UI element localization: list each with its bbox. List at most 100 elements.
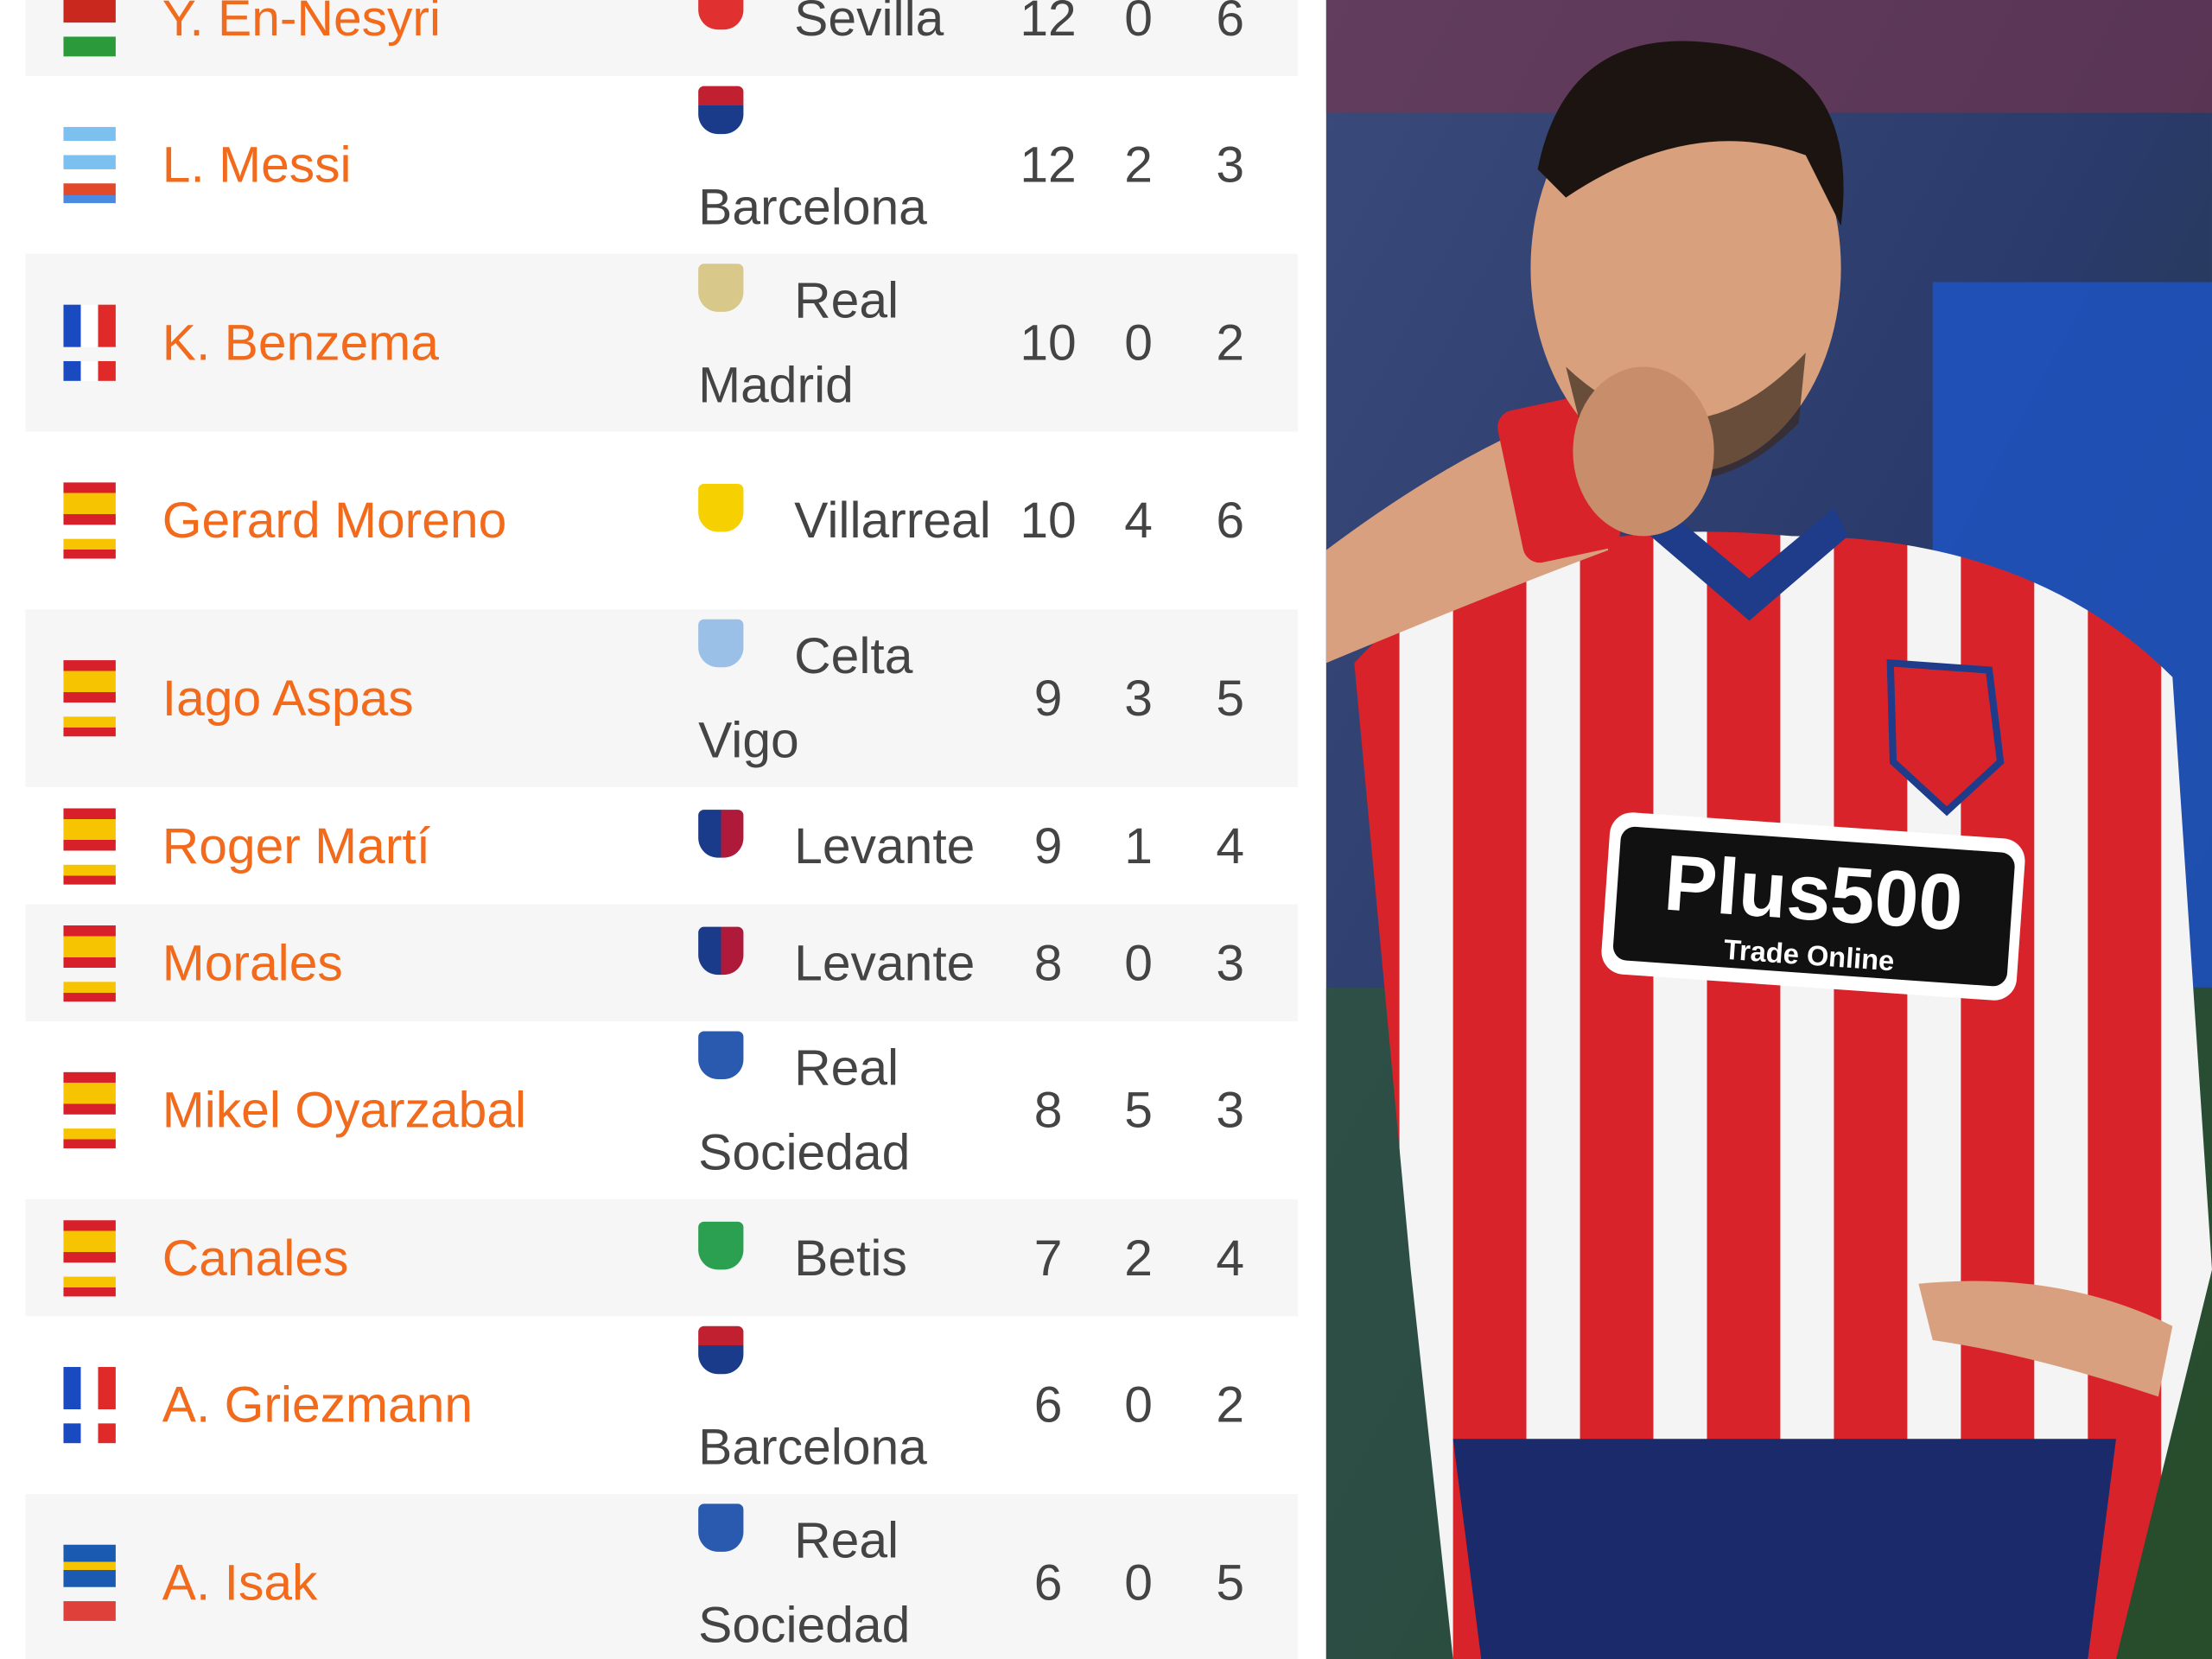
table-row: A. Griezmann Barcelona 6 0 2	[25, 1316, 1298, 1494]
player-name-link[interactable]: L. Messi	[162, 135, 352, 194]
team-cell: Levante	[698, 920, 1001, 1005]
spain-flag-icon	[63, 807, 116, 884]
goals-value: 6	[1033, 1553, 1063, 1611]
team-cell: Barcelona	[698, 1320, 1001, 1490]
team-name[interactable]: Levante	[794, 816, 976, 874]
player-name-link[interactable]: Roger Martí	[162, 816, 431, 874]
assists-value: 3	[1124, 668, 1153, 727]
assists-value: 5	[1124, 1080, 1153, 1139]
table-row: Y. En-Nesyri Sevilla 12 0 6	[25, 0, 1299, 77]
player-name-link[interactable]: Morales	[162, 932, 343, 991]
player-name-link[interactable]: Iago Aspas	[162, 668, 414, 727]
assists-value: 2	[1124, 135, 1153, 194]
real-madrid-crest-icon	[698, 264, 744, 312]
goals-value: 9	[1033, 816, 1063, 874]
team-name[interactable]: Barcelona	[698, 1417, 927, 1476]
levante-crest-icon	[698, 809, 744, 857]
sponsor-text: Plus500	[1662, 839, 1966, 948]
team-cell: Betis	[698, 1216, 1001, 1300]
assists-value: 4	[1124, 491, 1153, 550]
france-flag-icon	[63, 1367, 116, 1444]
player-name-link[interactable]: Mikel Oyarzabal	[162, 1080, 527, 1139]
team-name[interactable]: Real Sociedad	[698, 1510, 911, 1654]
penalties-value: 4	[1216, 1228, 1245, 1287]
player-name-link[interactable]: A. Griezmann	[162, 1375, 474, 1433]
goals-value: 12	[1020, 135, 1077, 194]
table-row: Canales Betis 7 2 4	[25, 1198, 1299, 1317]
goals-value: 10	[1020, 313, 1077, 372]
penalties-value: 2	[1216, 1375, 1245, 1433]
team-name[interactable]: Celta Vigo	[698, 626, 913, 769]
team-name[interactable]: Levante	[794, 932, 976, 991]
spain-flag-icon	[63, 925, 116, 1001]
team-name[interactable]: Real Madrid	[698, 270, 899, 414]
player-name-link[interactable]: Canales	[162, 1228, 349, 1287]
team-cell: Celta Vigo	[698, 613, 1001, 783]
goals-value: 12	[1020, 0, 1077, 47]
sevilla-crest-icon	[698, 0, 744, 29]
table-row: L. Messi Barcelona 12 2 3	[25, 76, 1298, 254]
penalties-value: 6	[1216, 0, 1245, 47]
goals-value: 7	[1033, 1228, 1063, 1287]
real-sociedad-crest-icon	[698, 1031, 744, 1079]
team-name[interactable]: Real Sociedad	[698, 1038, 911, 1181]
barcelona-crest-icon	[698, 1325, 744, 1375]
goals-value: 10	[1020, 491, 1077, 550]
goals-value: 6	[1033, 1375, 1063, 1433]
team-name[interactable]: Villarreal	[794, 491, 991, 550]
spain-flag-icon	[63, 660, 116, 737]
argentina-flag-icon	[63, 126, 116, 204]
levante-crest-icon	[698, 925, 744, 975]
team-name[interactable]: Betis	[794, 1228, 907, 1287]
goals-value: 8	[1033, 1080, 1063, 1139]
goals-value: 9	[1033, 668, 1063, 727]
assists-value: 0	[1124, 0, 1153, 47]
club-badge-icon	[1886, 658, 2005, 817]
table-row: Iago Aspas Celta Vigo 9 3 5	[25, 609, 1299, 788]
assists-value: 0	[1124, 1553, 1153, 1611]
penalties-value: 6	[1216, 491, 1245, 550]
france-flag-icon	[63, 304, 116, 381]
sweden-flag-icon	[63, 1544, 116, 1621]
table-row: A. Isak Real Sociedad 6 0 5	[25, 1493, 1299, 1659]
assists-value: 1	[1124, 816, 1153, 874]
team-name[interactable]: Sevilla	[794, 0, 944, 47]
player-name-link[interactable]: K. Benzema	[162, 313, 439, 372]
penalties-value: 3	[1216, 932, 1245, 991]
assists-value: 0	[1124, 932, 1153, 991]
penalties-value: 5	[1216, 668, 1245, 727]
spain-flag-icon	[63, 1219, 116, 1296]
villarreal-crest-icon	[698, 483, 744, 532]
goals-value: 8	[1033, 932, 1063, 991]
assists-value: 0	[1124, 313, 1153, 372]
team-cell: Real Madrid	[698, 258, 1001, 428]
player-name-link[interactable]: Gerard Moreno	[162, 491, 507, 550]
barcelona-crest-icon	[698, 86, 744, 135]
penalties-value: 2	[1216, 313, 1245, 372]
assists-value: 0	[1124, 1375, 1153, 1433]
betis-crest-icon	[698, 1221, 744, 1269]
table-row: Gerard Moreno Villarreal 10 4 6	[25, 432, 1298, 610]
team-cell: Barcelona	[698, 80, 1001, 250]
celta-vigo-crest-icon	[698, 619, 744, 668]
team-cell: Sevilla	[698, 0, 1001, 60]
spain-flag-icon	[63, 482, 116, 559]
penalties-value: 4	[1216, 816, 1245, 874]
team-cell: Levante	[698, 804, 1001, 888]
team-cell: Real Sociedad	[698, 1026, 1001, 1195]
morocco-flag-icon	[63, 0, 116, 56]
spain-flag-icon	[63, 1071, 116, 1148]
penalties-value: 3	[1216, 1080, 1245, 1139]
player-photo: Plus500 Trade Online	[1325, 0, 2212, 1659]
table-row: K. Benzema Real Madrid 10 0 2	[25, 253, 1299, 432]
penalties-value: 5	[1216, 1553, 1245, 1611]
top-scorers-table: Y. En-Nesyri Sevilla 12 0 6 L. Messi Bar…	[25, 0, 1299, 1659]
table-row: Mikel Oyarzabal Real Sociedad 8 5 3	[25, 1021, 1298, 1199]
player-name-link[interactable]: A. Isak	[162, 1553, 318, 1611]
team-cell: Villarreal	[698, 478, 1001, 563]
assists-value: 2	[1124, 1228, 1153, 1287]
penalties-value: 3	[1216, 135, 1245, 194]
team-name[interactable]: Barcelona	[698, 177, 927, 236]
player-name-link[interactable]: Y. En-Nesyri	[162, 0, 442, 47]
